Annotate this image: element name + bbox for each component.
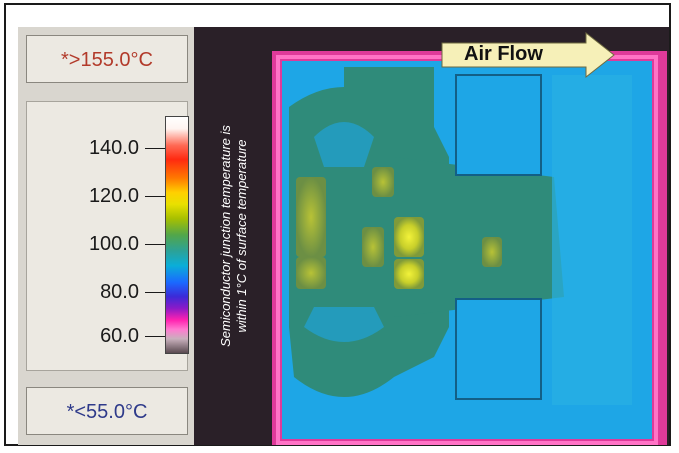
cool-patch-lower-left (304, 307, 384, 342)
scale-tick-label: 60.0 (100, 325, 139, 347)
warm-component-5 (482, 237, 502, 267)
scale-tick: 60.0 (27, 324, 165, 348)
tick-mark (145, 336, 165, 337)
temperature-colorbar (165, 116, 189, 354)
thermal-image: Air Flow Semiconductor junction temperat… (194, 27, 669, 445)
scale-tick: 100.0 (27, 232, 165, 256)
scale-tick-label: 80.0 (100, 281, 139, 303)
thermal-image-graphic (194, 27, 669, 445)
warm-component-3 (372, 167, 394, 197)
annotation-line-1: Semiconductor junction temperature is (218, 125, 233, 347)
green-region-top (344, 67, 434, 137)
scale-tick: 120.0 (27, 184, 165, 208)
tick-mark (145, 244, 165, 245)
scale-tick: 140.0 (27, 136, 165, 160)
air-flow-arrow (441, 31, 615, 79)
min-temperature-readout: *<55.0°C (26, 387, 188, 435)
tick-mark (145, 292, 165, 293)
scale-tick-label: 100.0 (88, 233, 139, 255)
junction-temperature-annotation: Semiconductor junction temperature is wi… (218, 125, 250, 347)
cool-component-bottom (455, 298, 542, 400)
annotation-line-2: within 1°C of surface temperature (234, 139, 249, 333)
figure-frame: *>155.0°C 140.0 120.0 100.0 80.0 60.0 (4, 3, 671, 446)
scale-tick-label: 140.0 (88, 137, 139, 159)
cool-strip-right (552, 75, 632, 405)
warm-component-1 (296, 177, 326, 257)
max-temperature-readout: *>155.0°C (26, 35, 188, 83)
warm-component-4 (362, 227, 384, 267)
tick-mark (145, 148, 165, 149)
scale-tick: 80.0 (27, 280, 165, 304)
hot-spot-1 (394, 217, 424, 257)
cool-component-top (455, 74, 542, 176)
color-scale: 140.0 120.0 100.0 80.0 60.0 (26, 101, 189, 371)
temperature-scale-panel: *>155.0°C 140.0 120.0 100.0 80.0 60.0 (18, 27, 196, 445)
green-region-center (394, 157, 564, 317)
air-flow-label: Air Flow (464, 43, 543, 65)
scale-tick-label: 120.0 (88, 185, 139, 207)
cool-patch-upper-left (314, 122, 374, 167)
warm-component-2 (296, 257, 326, 289)
hot-spot-2 (394, 259, 424, 289)
tick-mark (145, 196, 165, 197)
